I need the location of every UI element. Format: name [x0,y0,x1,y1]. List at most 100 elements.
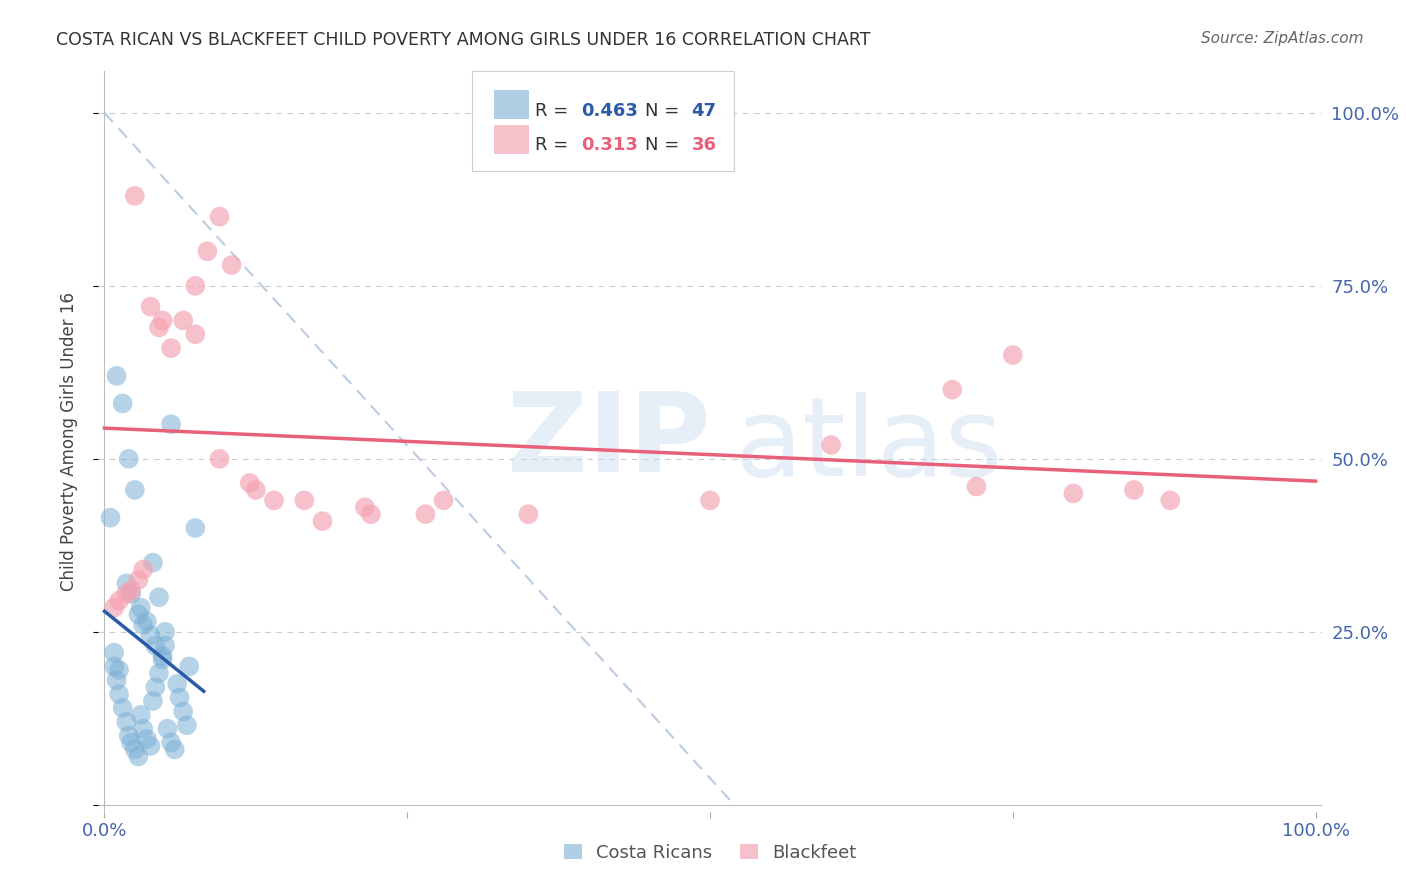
FancyBboxPatch shape [471,71,734,171]
Point [184,327,207,342]
Point [311,514,333,528]
Point [118,451,141,466]
Point [354,500,377,515]
Text: R =: R = [536,136,574,154]
Point [239,476,262,491]
Point [129,600,152,615]
Point [105,368,128,383]
Point [163,742,186,756]
Point [263,493,285,508]
Point [169,690,191,705]
Point [221,258,243,272]
Point [105,673,128,688]
Point [148,320,170,334]
FancyBboxPatch shape [494,90,527,118]
Point [115,576,138,591]
Point [143,639,166,653]
Point [152,313,174,327]
Point [152,652,174,666]
Point [245,483,267,497]
Text: 36: 36 [692,136,717,154]
Point [124,483,146,497]
Point [360,507,382,521]
Point [184,521,207,535]
Point [108,663,131,677]
Point [1122,483,1144,497]
Text: COSTA RICAN VS BLACKFEET CHILD POVERTY AMONG GIRLS UNDER 16 CORRELATION CHART: COSTA RICAN VS BLACKFEET CHILD POVERTY A… [56,31,870,49]
Point [143,680,166,694]
Text: 0.463: 0.463 [582,102,638,120]
Point [208,210,231,224]
Point [415,507,437,521]
Point [1001,348,1024,362]
Point [120,587,142,601]
Point [941,383,963,397]
Point [115,714,138,729]
Point [132,563,155,577]
Point [139,300,162,314]
Point [135,732,157,747]
Legend: Costa Ricans, Blackfeet: Costa Ricans, Blackfeet [557,837,863,870]
Point [160,417,183,432]
Point [172,313,194,327]
Point [111,701,134,715]
Point [172,705,194,719]
Point [152,648,174,663]
Point [184,278,207,293]
Point [1159,493,1181,508]
Point [966,479,988,493]
Point [127,573,149,587]
Point [103,646,125,660]
Point [127,607,149,622]
Point [120,735,142,749]
Point [197,244,219,259]
Text: 47: 47 [692,102,717,120]
Point [1062,486,1084,500]
Point [292,493,315,508]
Point [160,341,183,355]
Text: N =: N = [645,102,685,120]
Point [103,659,125,673]
Point [153,624,176,639]
Point [176,718,198,732]
Text: N =: N = [645,136,685,154]
Point [132,722,155,736]
Point [699,493,721,508]
Point [124,742,146,756]
Point [108,687,131,701]
Point [156,722,179,736]
Point [139,628,162,642]
Text: 0.313: 0.313 [582,136,638,154]
Point [108,593,131,607]
Point [153,639,176,653]
Point [127,749,149,764]
Point [115,587,138,601]
Point [160,735,183,749]
Point [135,615,157,629]
Point [820,438,842,452]
Point [142,556,165,570]
Point [166,676,188,690]
Point [118,729,141,743]
Text: R =: R = [536,102,574,120]
Point [142,694,165,708]
Point [139,739,162,753]
Point [517,507,540,521]
Point [132,618,155,632]
Point [432,493,454,508]
FancyBboxPatch shape [494,125,527,153]
Point [120,583,142,598]
Point [129,707,152,722]
Point [208,451,231,466]
Point [148,591,170,605]
Y-axis label: Child Poverty Among Girls Under 16: Child Poverty Among Girls Under 16 [59,292,77,591]
Text: atlas: atlas [734,392,1002,499]
Text: Source: ZipAtlas.com: Source: ZipAtlas.com [1201,31,1364,46]
Point [103,600,125,615]
Point [111,396,134,410]
Point [148,666,170,681]
Text: ZIP: ZIP [506,388,710,495]
Point [179,659,201,673]
Point [100,510,122,524]
Point [124,189,146,203]
